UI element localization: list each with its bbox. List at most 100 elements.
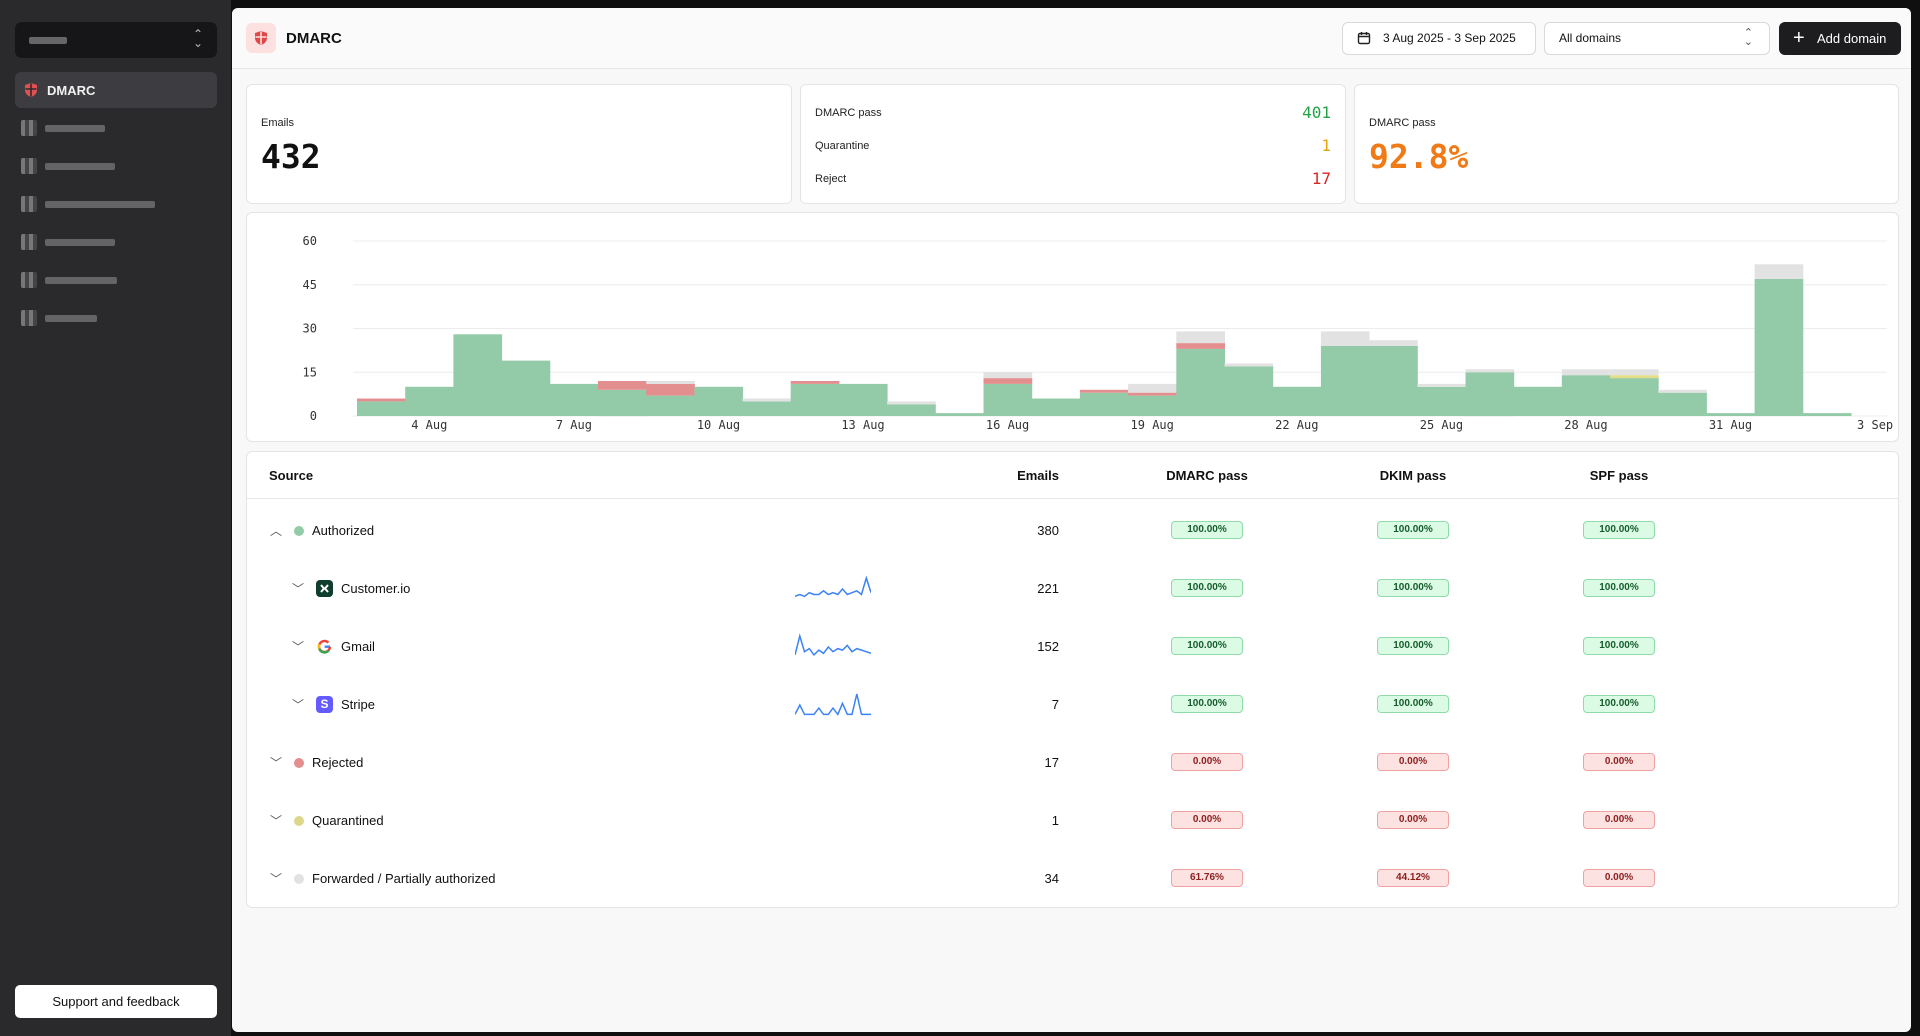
add-domain-button[interactable]: + Add domain <box>1779 22 1901 55</box>
table-row[interactable]: ﹀ S Stripe 7 100.00% 100.00% 100.00% <box>247 676 1898 734</box>
redacted-label <box>45 201 155 208</box>
bar-pass[interactable] <box>790 383 840 416</box>
bar-pass[interactable] <box>1369 346 1418 416</box>
chevron-up-icon[interactable]: ︿ <box>270 524 283 538</box>
sidebar-item-redacted-1[interactable] <box>15 110 217 146</box>
bar-pass[interactable] <box>1610 378 1659 416</box>
bar-reject[interactable] <box>1128 392 1177 396</box>
bar-forwarded[interactable] <box>1610 369 1659 376</box>
bar-pass[interactable] <box>887 404 936 416</box>
date-range-picker[interactable]: 3 Aug 2025 - 3 Sep 2025 <box>1342 22 1536 55</box>
bar-forwarded[interactable] <box>1224 363 1274 367</box>
bar-reject[interactable] <box>598 381 647 390</box>
bar-forwarded[interactable] <box>742 398 792 402</box>
emails-count: 380 <box>1037 523 1059 538</box>
table-row[interactable]: ﹀ Rejected 17 0.00% 0.00% 0.00% <box>247 734 1898 792</box>
y-tick-label: 45 <box>303 278 317 292</box>
bar-pass[interactable] <box>549 383 599 416</box>
emails-card: Emails 432 <box>246 84 792 204</box>
sidebar-item-redacted-5[interactable] <box>15 262 217 298</box>
bar-pass[interactable] <box>694 386 744 416</box>
chevron-down-icon[interactable]: ﹀ <box>270 756 283 770</box>
bar-forwarded[interactable] <box>1561 369 1611 376</box>
bar-pass[interactable] <box>1272 386 1322 416</box>
table-row[interactable]: ﹀ Quarantined 1 0.00% 0.00% 0.00% <box>247 792 1898 850</box>
domain-select[interactable]: All domains ⌃ ⌄ <box>1544 22 1770 55</box>
sidebar-item-redacted-3[interactable] <box>15 186 217 222</box>
x-tick-label: 13 Aug <box>841 418 884 432</box>
team-switcher[interactable]: ⌃ ⌄ <box>15 22 217 58</box>
bar-reject[interactable] <box>983 378 1033 384</box>
bar-reject[interactable] <box>790 381 840 384</box>
bar-pass[interactable] <box>1128 395 1177 416</box>
sidebar-item-redacted-6[interactable] <box>15 300 217 336</box>
table-row[interactable]: ︿ Authorized 380 100.00% 100.00% 100.00% <box>247 502 1898 560</box>
bar-pass[interactable] <box>646 395 695 416</box>
chevron-down-icon[interactable]: ﹀ <box>292 640 305 654</box>
bar-reject[interactable] <box>357 398 406 402</box>
bar-pass[interactable] <box>1754 278 1804 416</box>
bar-forwarded[interactable] <box>1465 369 1515 373</box>
bar-pass[interactable] <box>1031 398 1081 417</box>
bar-reject[interactable] <box>1079 389 1129 393</box>
bar-pass[interactable] <box>1224 366 1274 416</box>
table-row[interactable]: ﹀ Gmail 152 100.00% 100.00% 100.00% <box>247 618 1898 676</box>
chevron-down-icon[interactable]: ﹀ <box>292 582 305 596</box>
bar-pass[interactable] <box>405 386 454 416</box>
bar-forwarded[interactable] <box>1658 389 1707 393</box>
bar-pass[interactable] <box>1176 348 1225 416</box>
support-feedback-button[interactable]: Support and feedback <box>15 985 217 1018</box>
bar-reject[interactable] <box>646 383 695 396</box>
emails-count: 34 <box>1044 871 1059 886</box>
bar-pass[interactable] <box>1561 375 1611 416</box>
bar-pass[interactable] <box>598 389 647 417</box>
bar-pass[interactable] <box>983 383 1033 416</box>
bar-pass[interactable] <box>935 413 984 416</box>
sidebar-item-redacted-4[interactable] <box>15 224 217 260</box>
dmarc-pass-badge: 0.00% <box>1171 811 1243 829</box>
pass-rate-value: 92.8% <box>1369 137 1469 176</box>
bar-forwarded[interactable] <box>646 381 695 384</box>
bar-pass[interactable] <box>838 383 888 416</box>
table-row[interactable]: ﹀ Forwarded / Partially authorized 34 61.76… <box>247 850 1898 908</box>
bar-forwarded[interactable] <box>1369 340 1418 346</box>
sidebar-item-redacted-2[interactable] <box>15 148 217 184</box>
bar-forwarded[interactable] <box>1128 383 1177 393</box>
bar-pass[interactable] <box>1320 346 1370 416</box>
dkim-pass-badge: 0.00% <box>1377 753 1449 771</box>
sidebar-item-label: DMARC <box>47 83 96 98</box>
bar-pass[interactable] <box>742 401 792 416</box>
bar-reject[interactable] <box>1176 343 1225 349</box>
bar-pass[interactable] <box>1513 386 1563 416</box>
emails-value: 432 <box>261 137 321 176</box>
bar-pass[interactable] <box>1079 392 1129 416</box>
bar-forwarded[interactable] <box>1176 331 1225 344</box>
chevron-down-icon[interactable]: ﹀ <box>270 814 283 828</box>
bar-pass[interactable] <box>357 401 406 416</box>
sidebar-item-dmarc[interactable]: DMARC <box>15 72 217 108</box>
bar-pass[interactable] <box>1417 386 1466 416</box>
x-tick-label: 16 Aug <box>986 418 1029 432</box>
bar-pass[interactable] <box>453 334 503 416</box>
bar-pass[interactable] <box>1465 372 1515 417</box>
table-row[interactable]: ﹀ Customer.io 221 100.00% 100.00% 100.00% <box>247 560 1898 618</box>
bar-forwarded[interactable] <box>1754 264 1804 279</box>
chevron-down-icon[interactable]: ﹀ <box>270 872 283 886</box>
bar-forwarded[interactable] <box>983 372 1033 379</box>
bar-forwarded[interactable] <box>1320 331 1370 346</box>
status-dot <box>294 816 304 826</box>
x-tick-label: 4 Aug <box>411 418 447 432</box>
bar-forwarded[interactable] <box>1417 383 1466 387</box>
bar-pass[interactable] <box>1802 413 1852 416</box>
bar-quarantine[interactable] <box>1610 375 1659 379</box>
spf-pass-badge: 0.00% <box>1583 869 1655 887</box>
bar-pass[interactable] <box>1658 392 1707 416</box>
emails-count: 1 <box>1051 813 1059 828</box>
chevron-down-icon[interactable]: ﹀ <box>292 698 305 712</box>
bar-pass[interactable] <box>1706 413 1756 416</box>
redacted-label <box>45 239 115 246</box>
redacted-label <box>45 163 115 170</box>
bar-forwarded[interactable] <box>887 401 936 405</box>
bar-pass[interactable] <box>501 360 551 416</box>
chevron-updown-icon: ⌃ ⌄ <box>193 27 204 50</box>
